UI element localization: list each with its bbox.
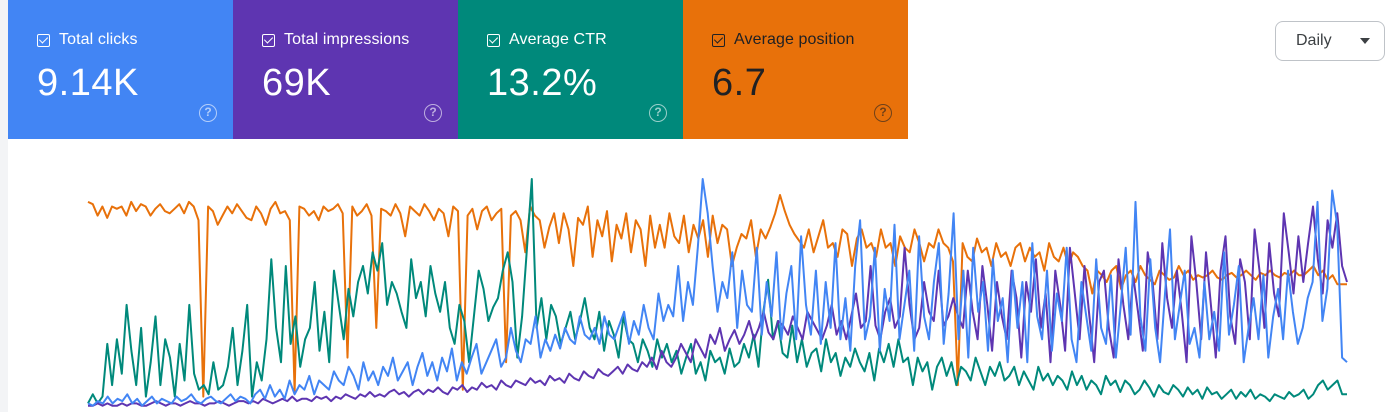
help-circle-icon[interactable]: ? [649, 104, 667, 122]
metric-label: Average position [734, 31, 855, 48]
metric-card-average-ctr[interactable]: Average CTR 13.2% ? [458, 0, 683, 139]
metric-value: 9.14K [37, 62, 139, 104]
metric-value: 69K [262, 62, 332, 104]
metric-card-total-impressions[interactable]: Total impressions 69K ? [233, 0, 458, 139]
series-line-average-ctr [87, 178, 1347, 405]
help-circle-icon[interactable]: ? [424, 104, 442, 122]
granularity-selected: Daily [1296, 32, 1332, 49]
metric-value: 13.2% [487, 62, 598, 104]
series-line-total-clicks [87, 178, 1348, 407]
metric-label: Average CTR [509, 31, 607, 48]
checkbox-icon[interactable] [487, 33, 500, 47]
series-line-average-position [87, 194, 1347, 398]
left-gutter [0, 0, 8, 412]
caret-down-icon [1360, 38, 1370, 44]
metric-cards: Total clicks 9.14K ? Total impressions 6… [8, 0, 908, 139]
series-line-total-impressions [88, 205, 1348, 407]
granularity-dropdown[interactable]: Daily [1275, 21, 1385, 61]
performance-line-chart[interactable] [0, 139, 1393, 412]
checkbox-icon[interactable] [262, 33, 275, 47]
checkbox-icon[interactable] [37, 33, 50, 47]
metric-label: Total impressions [284, 31, 410, 48]
metric-card-total-clicks[interactable]: Total clicks 9.14K ? [8, 0, 233, 139]
checkbox-icon[interactable] [712, 33, 725, 47]
help-circle-icon[interactable]: ? [874, 104, 892, 122]
metric-label: Total clicks [59, 31, 138, 48]
metric-value: 6.7 [712, 62, 767, 104]
metric-card-average-position[interactable]: Average position 6.7 ? [683, 0, 908, 139]
help-circle-icon[interactable]: ? [199, 104, 217, 122]
